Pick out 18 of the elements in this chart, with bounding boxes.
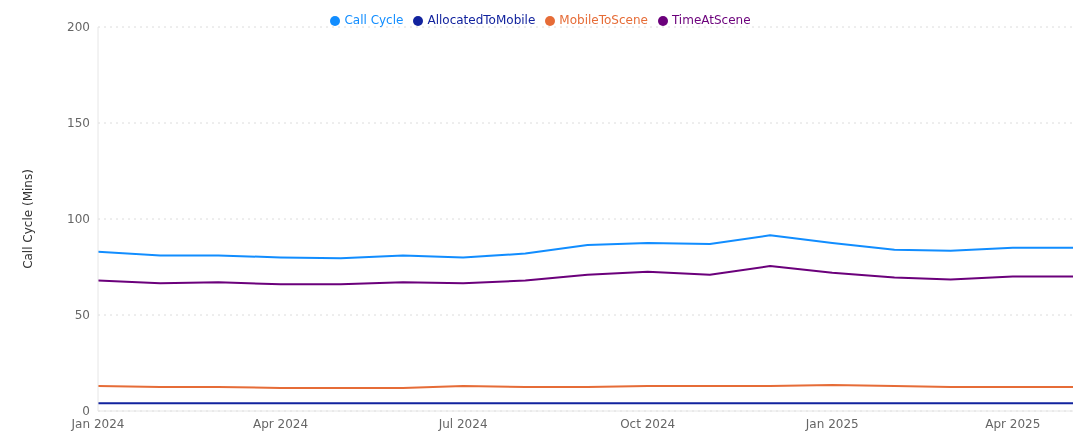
line-series <box>98 265 1073 286</box>
legend-label: Call Cycle <box>344 13 404 27</box>
x-tick-label: Jan 2025 <box>804 416 859 431</box>
x-tick-label: Jan 2024 <box>70 416 125 431</box>
y-tick-label: 200 <box>67 20 90 35</box>
legend-label: AllocatedToMobile <box>427 13 536 27</box>
line-series <box>98 234 1073 260</box>
legend-label: MobileToScene <box>559 13 648 27</box>
x-tick-label: Oct 2024 <box>620 416 676 431</box>
legend-label: TimeAtScene <box>671 13 751 27</box>
y-tick-label: 150 <box>67 116 90 131</box>
y-tick-label: 100 <box>67 212 90 227</box>
y-tick-label: 50 <box>74 308 90 323</box>
y-axis-title: Call Cycle (Mins) <box>21 169 36 269</box>
x-tick-label: Apr 2025 <box>985 416 1041 431</box>
x-tick-label: Jul 2024 <box>437 416 488 431</box>
x-tick-label: Apr 2024 <box>253 416 309 431</box>
y-tick-label: 0 <box>82 404 90 419</box>
